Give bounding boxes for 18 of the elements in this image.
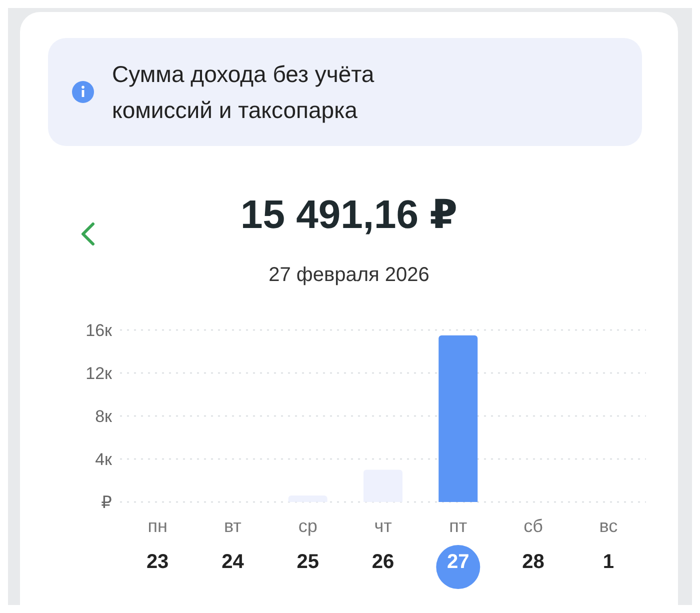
x-tick-label: вт 24 — [222, 516, 245, 573]
x-tick-label: пт 27 — [447, 516, 470, 573]
bar — [288, 496, 328, 502]
y-tick-label: ₽ — [101, 493, 112, 512]
y-tick-label: 8к — [95, 407, 113, 426]
bar — [363, 470, 402, 502]
x-tick-label: чт 26 — [372, 516, 394, 573]
y-tick-label: 16к — [86, 321, 113, 340]
chart-title: 15 491,16 ₽ — [240, 192, 458, 238]
x-tick-label: вс 1 — [599, 516, 618, 573]
y-tick-label: 12к — [86, 364, 113, 384]
text: Сумма дохода без учёта комиссий и таксопарка — [112, 60, 376, 125]
chart-subtitle: 27 февраля 2026 — [268, 264, 430, 287]
y-tick-label: 4к — [95, 450, 113, 470]
bar — [438, 335, 478, 502]
x-tick-label: ср 25 — [296, 516, 319, 573]
x-tick-label: сб 28 — [522, 516, 544, 573]
x-tick-label: пн 23 — [146, 516, 169, 573]
